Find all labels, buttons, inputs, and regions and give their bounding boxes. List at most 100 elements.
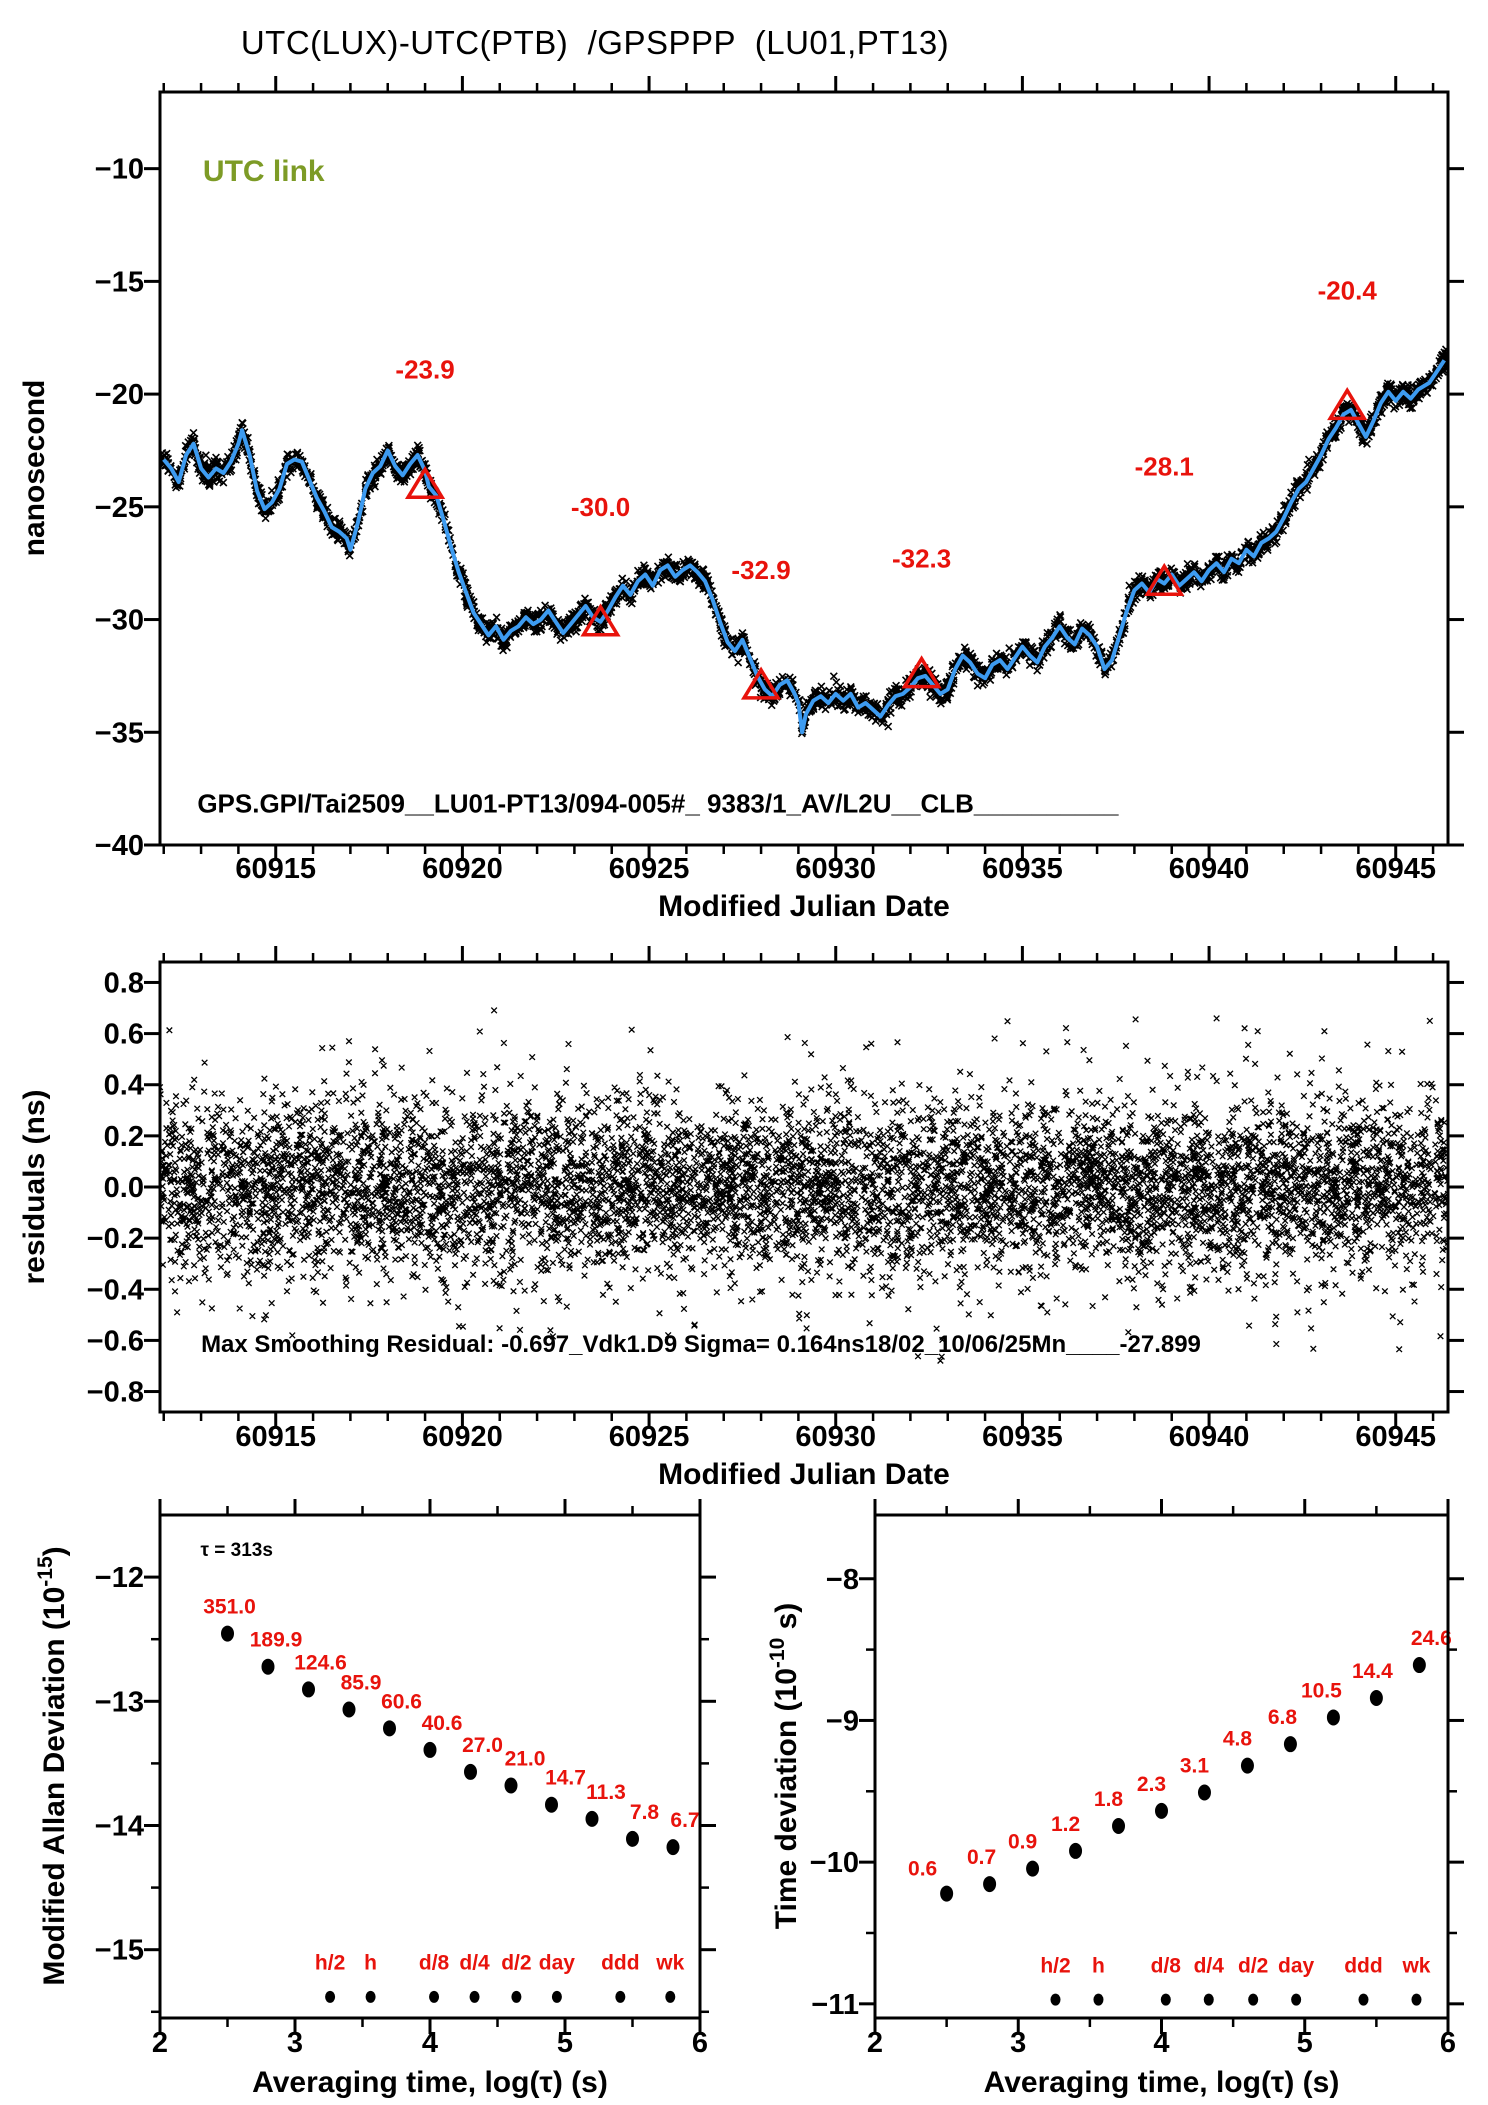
y-tick-label: −9 (826, 1705, 859, 1737)
deviation-value-label: 27.0 (462, 1734, 503, 1757)
y-tick-label: 0.2 (104, 1121, 144, 1153)
deviation-point (983, 1876, 997, 1893)
deviation-value-label: 60.6 (381, 1690, 422, 1713)
x-tick-label: 60935 (982, 853, 1063, 885)
tau-marker-label: d/8 (419, 1952, 450, 1975)
deviation-value-label: 0.7 (967, 1846, 996, 1869)
deviation-point (666, 1839, 680, 1856)
deviation-point (221, 1625, 234, 1642)
tau-marker-dot (1160, 1993, 1171, 2006)
calibration-triangle (404, 465, 446, 500)
calibration-value-label: -32.9 (731, 555, 790, 585)
deviation-point (1069, 1842, 1083, 1859)
tau-marker-label: d/2 (501, 1952, 531, 1975)
x-tick-label: 60945 (1355, 853, 1436, 885)
x-tick-label: 5 (1297, 2027, 1313, 2059)
deviation-value-label: 189.9 (250, 1629, 303, 1652)
y-tick-label: −0.4 (87, 1274, 144, 1306)
tau-marker-label: wk (1401, 1955, 1430, 1978)
deviation-value-label: 351.0 (203, 1596, 256, 1619)
tau-marker-dot (1291, 1993, 1302, 2006)
tau-marker-dot (469, 1990, 480, 2003)
y-tick-label: −25 (95, 492, 144, 524)
deviation-value-label: 11.3 (586, 1781, 626, 1804)
x-axis-title: Averaging time, log(τ) (s) (984, 2066, 1340, 2099)
x-tick-label: 2 (867, 2027, 883, 2059)
deviation-point (342, 1701, 356, 1718)
plot-frame (158, 1513, 702, 2020)
deviation-value-label: 4.8 (1223, 1728, 1253, 1751)
tau-marker-dot (615, 1990, 626, 2003)
y-axis-title: residuals (ns) (18, 1089, 51, 1284)
x-tick-label: 60920 (422, 1421, 503, 1453)
deviation-point (302, 1681, 315, 1698)
deviation-value-label: 14.7 (545, 1767, 586, 1790)
tau-marker-dot (665, 1990, 676, 2003)
deviation-value-label: 3.1 (1180, 1755, 1210, 1778)
x-tick-label: 4 (1153, 2027, 1169, 2059)
deviation-value-label: 0.6 (908, 1858, 937, 1881)
deviation-point (626, 1830, 639, 1847)
x-tick-label: 6 (692, 2027, 708, 2059)
x-tick-label: 60940 (1169, 1421, 1250, 1453)
y-tick-label: −12 (95, 1562, 144, 1594)
deviation-point (1026, 1860, 1040, 1877)
x-tick-label: 60920 (422, 853, 503, 885)
calibration-value-label: -32.3 (892, 544, 951, 574)
tau-marker-dot (365, 1990, 376, 2003)
x-axis-title: Modified Julian Date (658, 1458, 950, 1491)
tau-marker-label: ddd (1344, 1955, 1382, 1978)
calibration-triangle (901, 655, 942, 689)
deviation-value-label: 1.2 (1051, 1813, 1080, 1836)
y-tick-label: −0.2 (87, 1223, 144, 1255)
tau-marker-dot (325, 1990, 336, 2003)
deviation-point (1112, 1817, 1126, 1834)
x-tick-label: 60925 (609, 1421, 690, 1453)
deviation-value-label: 14.4 (1352, 1660, 1393, 1683)
tau-note: τ = 313s (201, 1540, 273, 1561)
tau-marker-label: d/8 (1151, 1955, 1182, 1978)
y-axis-title: Modified Allan Deviation (10-15) (34, 1546, 71, 1985)
plot-frame (158, 90, 1450, 847)
tau-marker-label: h/2 (1040, 1955, 1070, 1978)
x-tick-label: 60930 (795, 853, 876, 885)
x-tick-label: 6 (1440, 2027, 1456, 2059)
link-caption: GPS.GPI/Tai2509__LU01-PT13/094-005#_ 938… (197, 788, 1119, 818)
y-tick-label: −10 (810, 1847, 859, 1879)
deviation-value-label: 40.6 (422, 1712, 463, 1735)
residual-markers (160, 1007, 1448, 1364)
deviation-value-label: 85.9 (341, 1671, 382, 1694)
deviation-point (383, 1720, 396, 1737)
y-tick-label: 0.8 (104, 967, 144, 999)
x-tick-label: 60935 (982, 1421, 1063, 1453)
tau-marker-label: h (364, 1952, 377, 1975)
tau-marker-dot (1248, 1993, 1259, 2006)
plot-frame (873, 1513, 1450, 2020)
tau-marker-label: ddd (601, 1952, 639, 1975)
y-tick-label: −11 (811, 1989, 859, 2021)
tau-marker-dot (551, 1990, 562, 2003)
tau-marker-label: d/2 (1238, 1955, 1268, 1978)
x-tick-label: 3 (287, 2027, 303, 2059)
tau-marker-label: day (1278, 1955, 1315, 1978)
tau-marker-dot (1050, 1993, 1061, 2006)
x-tick-label: 60930 (795, 1421, 876, 1453)
x-tick-label: 60940 (1169, 853, 1250, 885)
y-tick-label: −0.8 (87, 1377, 144, 1409)
deviation-value-label: 1.8 (1094, 1788, 1124, 1811)
tau-marker-label: d/4 (459, 1952, 490, 1975)
deviation-point (423, 1741, 437, 1758)
x-axis-title: Averaging time, log(τ) (s) (252, 2066, 608, 2099)
deviation-value-label: 0.9 (1008, 1831, 1037, 1854)
calibration-triangle (580, 603, 621, 637)
residuals-content (160, 1007, 1448, 1364)
tau-marker-dot (1203, 1993, 1214, 2006)
y-tick-label: −8 (826, 1564, 859, 1596)
x-tick-label: 60915 (235, 853, 316, 885)
deviation-point (585, 1810, 599, 1827)
deviation-value-label: 6.8 (1268, 1706, 1298, 1729)
calibration-value-label: -28.1 (1135, 451, 1194, 481)
figure-title: UTC(LUX)-UTC(PTB) /GPSPPP (LU01,PT13) (240, 24, 950, 61)
